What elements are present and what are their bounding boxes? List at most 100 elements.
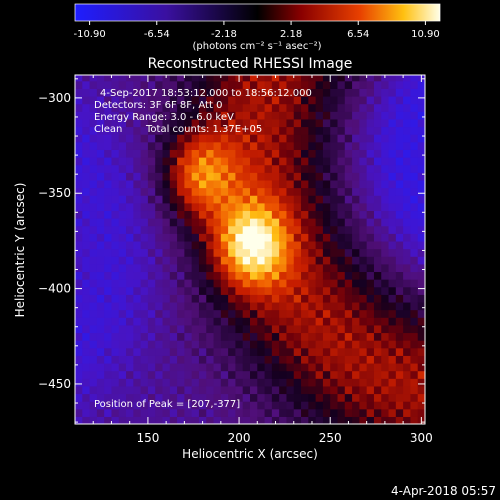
heatmap-cell <box>206 141 215 150</box>
heatmap-cell <box>235 317 244 326</box>
chart-title: Reconstructed RHESSI Image <box>148 56 353 72</box>
heatmap-cell <box>155 347 164 356</box>
heatmap-cell <box>322 294 331 303</box>
heatmap-cell <box>395 355 404 364</box>
heatmap-cell <box>89 134 98 143</box>
heatmap-cell <box>213 401 222 410</box>
heatmap-cell <box>264 301 273 311</box>
heatmap-cell <box>410 378 419 387</box>
heatmap-cell <box>344 179 353 189</box>
heatmap-cell <box>366 240 375 250</box>
heatmap-cell <box>198 80 207 89</box>
heatmap-cell <box>337 256 346 265</box>
heatmap-cell <box>213 385 222 395</box>
heatmap-cell <box>220 240 229 250</box>
heatmap-cell <box>410 355 419 364</box>
heatmap-cell <box>82 355 91 364</box>
heatmap-cell <box>104 416 113 424</box>
heatmap-cell <box>301 149 309 158</box>
heatmap-cell <box>403 210 412 219</box>
heatmap-cell <box>198 240 207 250</box>
heatmap-cell <box>220 248 229 257</box>
heatmap-cell <box>82 362 91 372</box>
heatmap-cell <box>293 378 302 387</box>
heatmap-cell <box>257 172 266 181</box>
heatmap-cell <box>118 271 127 280</box>
heatmap-cell <box>352 111 360 120</box>
heatmap-cell <box>75 324 83 334</box>
heatmap-cell <box>162 141 171 150</box>
heatmap-cell <box>177 179 185 189</box>
heatmap-cell <box>184 103 193 112</box>
heatmap-cell <box>155 263 164 273</box>
heatmap-cell <box>126 88 134 97</box>
heatmap-cell <box>337 95 346 105</box>
heatmap-cell <box>352 385 360 395</box>
heatmap-cell <box>337 385 346 395</box>
heatmap-cell <box>82 134 91 143</box>
heatmap-cell <box>352 233 360 242</box>
heatmap-cell <box>220 279 229 288</box>
heatmap-cell <box>147 324 156 334</box>
heatmap-cell <box>279 126 288 135</box>
heatmap-cell <box>264 279 273 288</box>
heatmap-cell <box>322 141 331 150</box>
heatmap-cell <box>286 172 295 181</box>
heatmap-cell <box>235 240 244 250</box>
heatmap-cell <box>242 240 251 250</box>
heatmap-cell <box>220 370 229 379</box>
heatmap-cell <box>410 385 419 395</box>
heatmap-cell <box>373 172 382 181</box>
heatmap-cell <box>381 210 390 219</box>
heatmap-cell <box>395 172 404 181</box>
heatmap-cell <box>82 210 91 219</box>
heatmap-cell <box>315 134 324 143</box>
heatmap-cell <box>162 103 171 112</box>
heatmap-cell <box>213 218 222 227</box>
heatmap-cell <box>228 233 237 242</box>
heatmap-cell <box>169 118 178 128</box>
heatmap-cell <box>301 134 309 143</box>
heatmap-cell <box>111 95 120 105</box>
heatmap-cell <box>322 225 331 234</box>
heatmap-cell <box>184 202 193 212</box>
heatmap-cell <box>388 126 397 135</box>
heatmap-cell <box>286 362 295 372</box>
heatmap-cell <box>308 271 317 280</box>
heatmap-cell <box>82 294 91 303</box>
heatmap-cell <box>162 271 171 280</box>
heatmap-cell <box>264 118 273 128</box>
heatmap-cell <box>191 195 200 204</box>
heatmap-cell <box>322 118 331 128</box>
heatmap-cell <box>140 88 149 97</box>
heatmap-cell <box>191 202 200 212</box>
heatmap-cell <box>366 126 375 135</box>
heatmap-cell <box>96 218 105 227</box>
heatmap-cell <box>337 271 346 280</box>
heatmap-cell <box>126 118 134 128</box>
heatmap-cell <box>147 240 156 250</box>
heatmap-cell <box>147 393 156 402</box>
heatmap-cell <box>126 332 134 341</box>
y-tick-label: −450 <box>38 377 71 391</box>
heatmap-cell <box>228 279 237 288</box>
heatmap-cell <box>96 340 105 349</box>
heatmap-cell <box>250 218 258 227</box>
heatmap-cell <box>206 179 215 189</box>
heatmap-cell <box>126 179 134 189</box>
heatmap-cell <box>235 210 244 219</box>
heatmap-cell <box>344 309 353 318</box>
heatmap-cell <box>417 141 425 150</box>
heatmap-cell <box>220 355 229 364</box>
heatmap-cell <box>228 324 237 334</box>
heatmap-cell <box>337 324 346 334</box>
heatmap-cell <box>177 370 185 379</box>
heatmap-cell <box>250 340 258 349</box>
heatmap-cell <box>293 256 302 265</box>
heatmap-cell <box>242 248 251 257</box>
heatmap-cell <box>395 195 404 204</box>
heatmap-cell <box>82 416 91 424</box>
heatmap-cell <box>155 256 164 265</box>
heatmap-cell <box>264 225 273 234</box>
